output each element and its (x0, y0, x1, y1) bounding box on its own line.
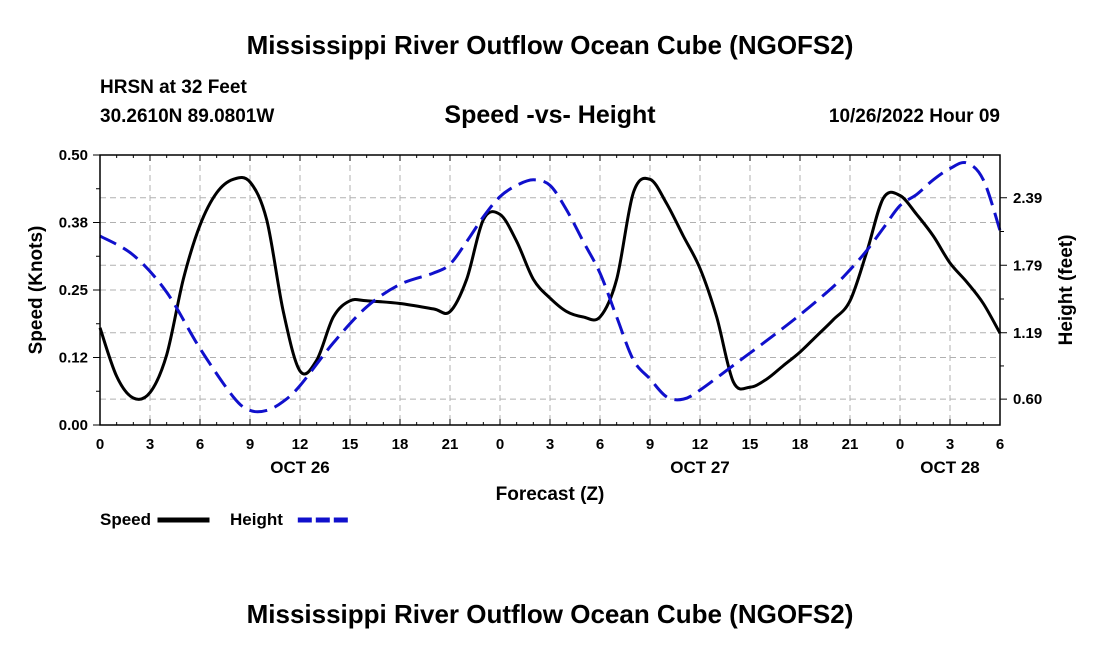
date-label: OCT 28 (920, 458, 980, 477)
station-label: HRSN at 32 Feet (100, 77, 247, 98)
chart-title-bottom: Mississippi River Outflow Ocean Cube (NG… (246, 599, 854, 629)
x-tick-label: 0 (896, 436, 904, 453)
chart-title-top: Mississippi River Outflow Ocean Cube (NG… (246, 30, 854, 60)
x-tick-label: 12 (292, 436, 309, 453)
date-label: OCT 27 (670, 458, 730, 477)
x-tick-label: 0 (496, 436, 504, 453)
coordinates-label: 30.2610N 89.0801W (100, 106, 275, 127)
x-tick-label: 21 (442, 436, 459, 453)
x-tick-label: 0 (96, 436, 104, 453)
y-axis-title: Speed (Knots) (26, 226, 47, 355)
x-tick-label: 18 (392, 436, 409, 453)
y-tick-label: 0.00 (59, 417, 88, 434)
y-tick-label: 0.38 (59, 215, 88, 232)
legend: Speed Height (100, 510, 350, 529)
series-line-speed (98, 175, 1002, 401)
legend-label-height: Height (230, 510, 283, 529)
y2-tick-label: 2.39 (1013, 190, 1042, 207)
datetime-label: 10/26/2022 Hour 09 (828, 106, 1000, 127)
y2-tick-label: 1.79 (1013, 257, 1042, 274)
date-label: OCT 26 (270, 458, 330, 477)
x-tick-label: 6 (196, 436, 204, 453)
x-tick-label: 6 (996, 436, 1004, 453)
x-tick-label: 3 (546, 436, 554, 453)
x-axis-title: Forecast (Z) (496, 484, 605, 505)
y2-tick-label: 1.19 (1013, 325, 1042, 342)
axes: 0 3 6 9 12 15 18 21 0 3 6 9 12 15 18 21 0 3 6 OCT 26 OCT 27 O… (26, 147, 1077, 505)
y-tick-label: 0.25 (59, 282, 88, 299)
x-tick-label: 9 (646, 436, 654, 453)
y2-tick-label: 0.60 (1013, 391, 1042, 408)
grid (100, 155, 1000, 425)
x-tick-label: 3 (946, 436, 954, 453)
y-tick-label: 0.12 (59, 350, 88, 367)
x-tick-label: 9 (246, 436, 254, 453)
x-tick-label: 15 (342, 436, 359, 453)
series-layer (98, 160, 1002, 414)
chart-subtitle: Speed -vs- Height (444, 101, 656, 129)
x-tick-label: 6 (596, 436, 604, 453)
x-tick-label: 12 (692, 436, 709, 453)
x-tick-label: 15 (742, 436, 759, 453)
legend-label-speed: Speed (100, 510, 151, 529)
y-tick-label: 0.50 (59, 147, 88, 164)
x-tick-label: 18 (792, 436, 809, 453)
series-line-height (99, 160, 1002, 414)
x-tick-label: 21 (842, 436, 859, 453)
x-tick-label: 3 (146, 436, 154, 453)
y2-axis-title: Height (feet) (1056, 235, 1077, 346)
